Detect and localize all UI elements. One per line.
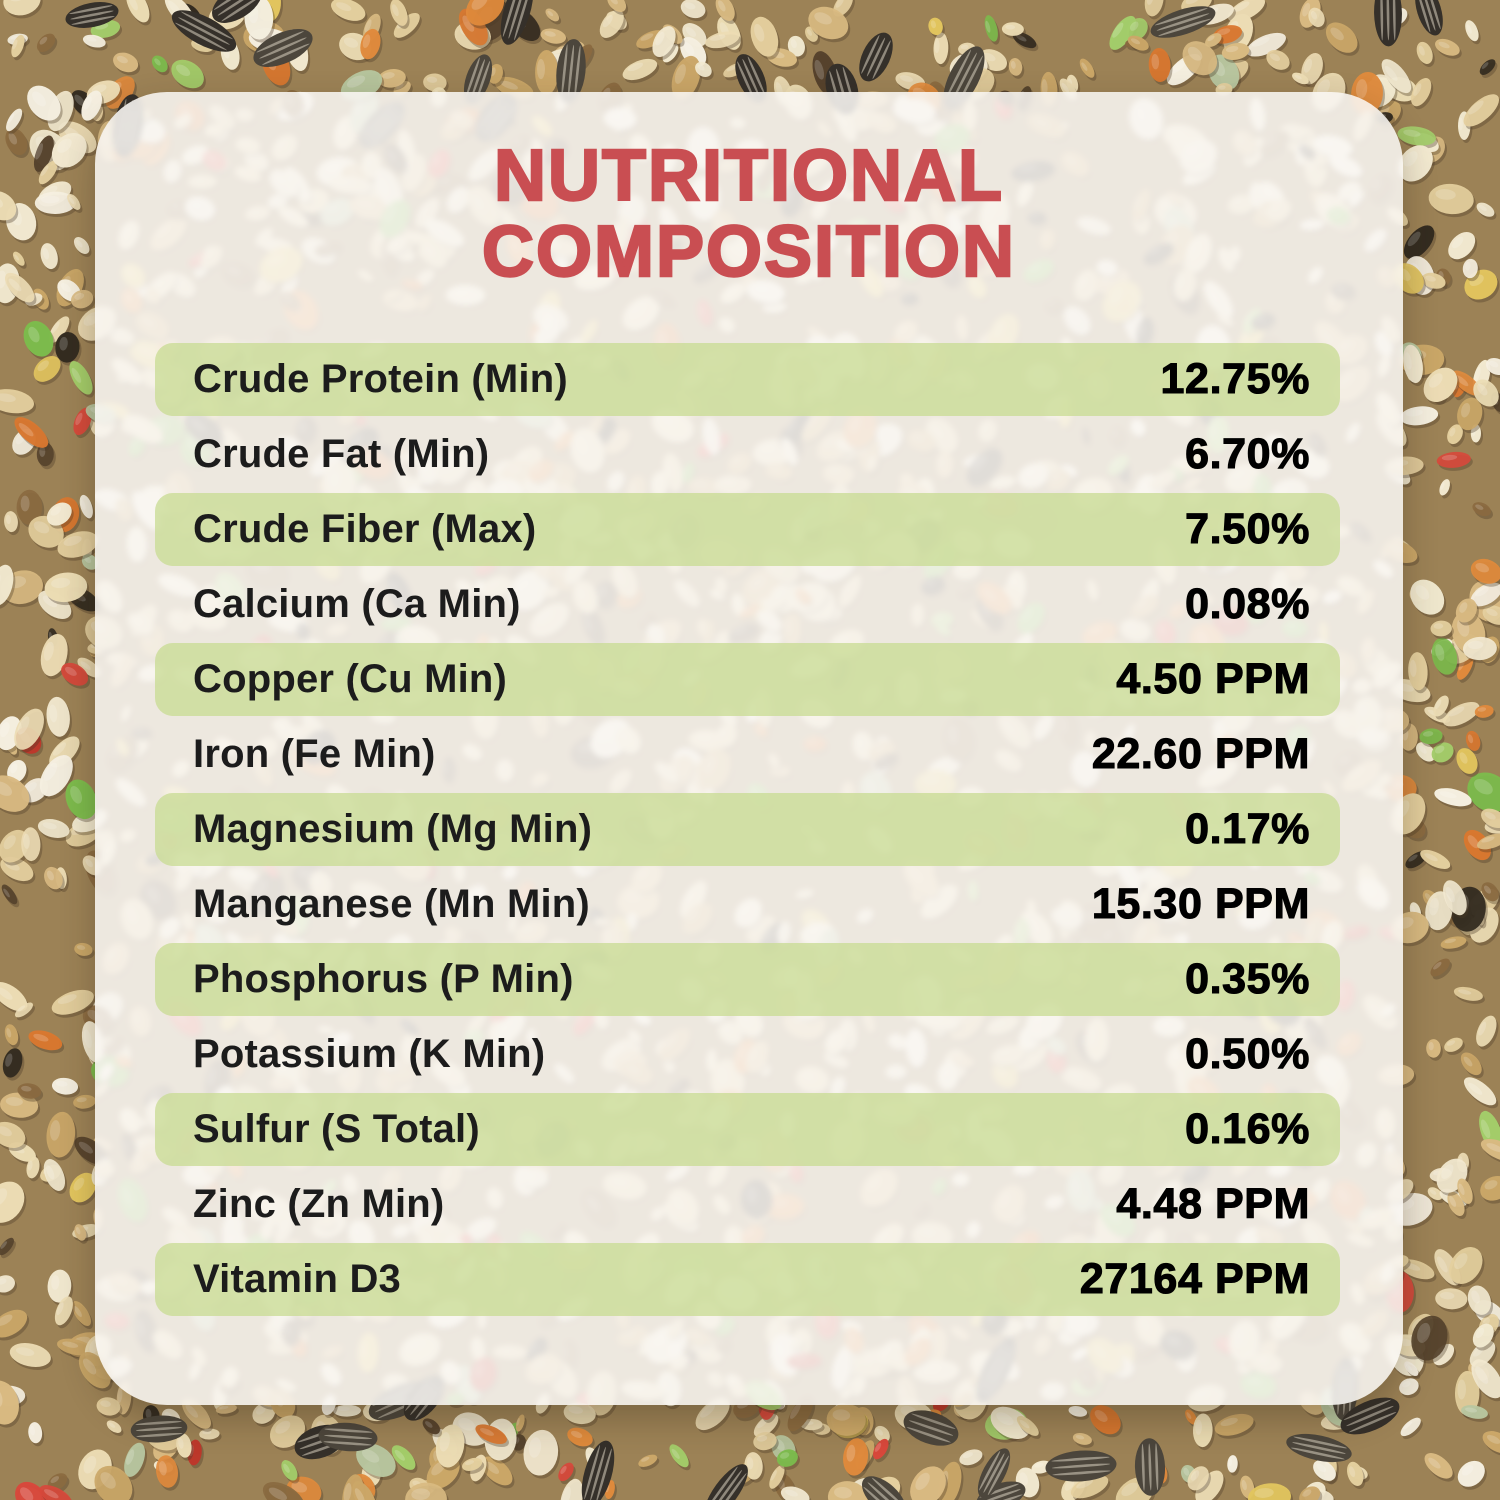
- table-row: Potassium (K Min) 0.50%: [155, 1018, 1340, 1091]
- table-row: Crude Protein (Min) 12.75%: [155, 343, 1340, 416]
- nutrient-label: Potassium (K Min): [193, 1032, 546, 1076]
- nutrient-label: Copper (Cu Min): [193, 657, 508, 701]
- nutrient-label: Calcium (Ca Min): [193, 582, 521, 626]
- nutrition-table: Crude Protein (Min) 12.75% Crude Fat (Min)…: [155, 341, 1340, 1318]
- table-row: Calcium (Ca Min) 0.08%: [155, 568, 1340, 641]
- nutrient-value: 15.30 PPM: [1091, 879, 1310, 928]
- nutrient-value: 4.48 PPM: [1116, 1179, 1310, 1228]
- nutrient-value: 0.50%: [1185, 1029, 1310, 1078]
- table-row: Iron (Fe Min) 22.60 PPM: [155, 718, 1340, 791]
- table-row: Crude Fiber (Max) 7.50%: [155, 493, 1340, 566]
- nutrient-label: Crude Fat (Min): [193, 432, 490, 476]
- nutrient-label: Crude Fiber (Max): [193, 507, 537, 551]
- table-row: Sulfur (S Total) 0.16%: [155, 1093, 1340, 1166]
- nutrient-label: Zinc (Zn Min): [193, 1182, 445, 1226]
- nutrient-label: Manganese (Mn Min): [193, 882, 590, 926]
- table-row: Magnesium (Mg Min) 0.17%: [155, 793, 1340, 866]
- nutrient-value: 0.08%: [1185, 579, 1310, 628]
- table-row: Vitamin D3 27164 PPM: [155, 1243, 1340, 1316]
- table-row: Copper (Cu Min) 4.50 PPM: [155, 643, 1340, 716]
- nutrient-label: Iron (Fe Min): [193, 732, 436, 776]
- nutrient-value: 0.35%: [1185, 954, 1310, 1003]
- table-row: Phosphorus (P Min) 0.35%: [155, 943, 1340, 1016]
- nutrient-value: 12.75%: [1160, 354, 1310, 403]
- nutrient-value: 0.17%: [1185, 804, 1310, 853]
- table-row: Zinc (Zn Min) 4.48 PPM: [155, 1168, 1340, 1241]
- nutrient-label: Vitamin D3: [193, 1257, 401, 1301]
- nutrient-label: Magnesium (Mg Min): [193, 807, 593, 851]
- nutrient-value: 6.70%: [1185, 429, 1310, 478]
- nutrient-value: 27164 PPM: [1079, 1254, 1310, 1303]
- table-row: Manganese (Mn Min) 15.30 PPM: [155, 868, 1340, 941]
- page-title: NUTRITIONAL COMPOSITION: [95, 136, 1403, 292]
- nutrition-card: NUTRITIONAL COMPOSITION Crude Protein (M…: [95, 92, 1403, 1405]
- nutrient-label: Crude Protein (Min): [193, 357, 568, 401]
- page-title-line1: NUTRITIONAL: [493, 136, 1004, 216]
- nutrient-label: Sulfur (S Total): [193, 1107, 480, 1151]
- nutrient-value: 4.50 PPM: [1116, 654, 1310, 703]
- nutrient-label: Phosphorus (P Min): [193, 957, 574, 1001]
- nutrient-value: 0.16%: [1185, 1104, 1310, 1153]
- nutrient-value: 22.60 PPM: [1091, 729, 1310, 778]
- nutrient-value: 7.50%: [1185, 504, 1310, 553]
- table-row: Crude Fat (Min) 6.70%: [155, 418, 1340, 491]
- page-title-line2: COMPOSITION: [481, 212, 1016, 292]
